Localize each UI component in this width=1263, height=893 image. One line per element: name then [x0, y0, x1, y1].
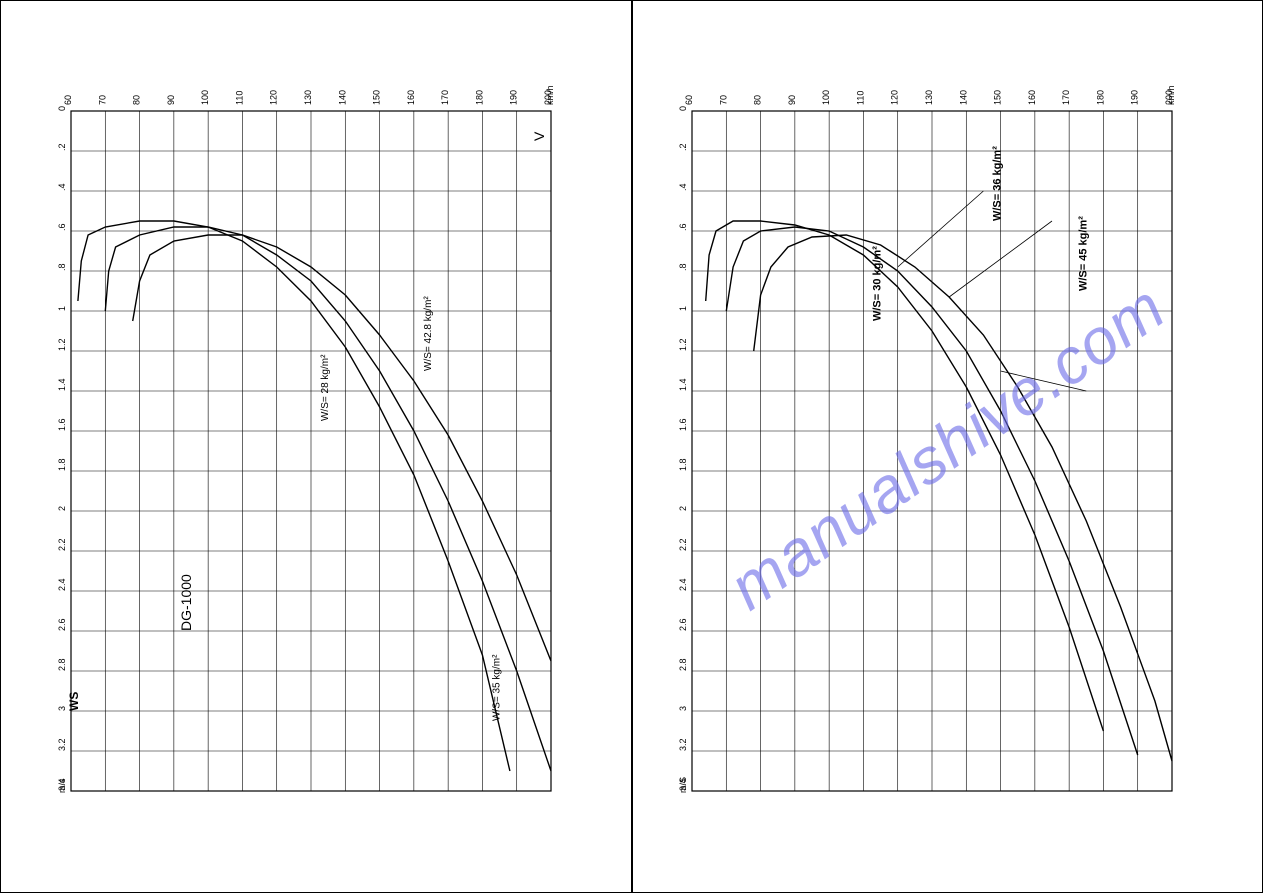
svg-text:W/S= 28 kg/m²: W/S= 28 kg/m²	[320, 354, 331, 421]
svg-text:90: 90	[166, 95, 176, 105]
svg-text:W/S= 30 kg/m²: W/S= 30 kg/m²	[871, 246, 883, 321]
svg-text:2.8: 2.8	[57, 658, 67, 671]
svg-text:.4: .4	[57, 183, 67, 191]
svg-text:3.2: 3.2	[57, 738, 67, 751]
svg-text:180: 180	[474, 90, 484, 105]
svg-text:2.2: 2.2	[57, 538, 67, 551]
svg-text:m/S: m/S	[678, 777, 688, 793]
svg-text:140: 140	[958, 90, 968, 105]
svg-text:1.4: 1.4	[678, 378, 688, 391]
svg-text:120: 120	[269, 90, 279, 105]
svg-text:60: 60	[63, 95, 73, 105]
svg-text:3: 3	[678, 706, 688, 711]
svg-text:3.2: 3.2	[678, 738, 688, 751]
svg-text:170: 170	[1061, 90, 1071, 105]
svg-text:60: 60	[684, 95, 694, 105]
svg-text:km/h: km/h	[1166, 85, 1176, 105]
svg-text:W/S= 36 kg/m²: W/S= 36 kg/m²	[991, 146, 1003, 221]
svg-text:180: 180	[1095, 90, 1105, 105]
svg-text:80: 80	[752, 95, 762, 105]
svg-text:130: 130	[303, 90, 313, 105]
svg-text:1.4: 1.4	[57, 378, 67, 391]
chart-right: 60 70 80 90 100 110 120 130 140 150 160 170 180 190 2 0…	[633, 1, 1263, 892]
svg-text:V: V	[531, 131, 547, 141]
svg-text:1.6: 1.6	[678, 418, 688, 431]
svg-text:DG-1000: DG-1000	[178, 574, 194, 631]
svg-text:1.8: 1.8	[57, 458, 67, 471]
svg-text:2.2: 2.2	[678, 538, 688, 551]
left-page: 60 70 80 90 100 110 120 130 140 150 160 170 180 190 2 0…	[0, 0, 632, 893]
svg-text:70: 70	[97, 95, 107, 105]
svg-text:m/s: m/s	[57, 778, 67, 793]
svg-text:2: 2	[57, 506, 67, 511]
svg-text:1: 1	[678, 306, 688, 311]
svg-text:.6: .6	[678, 223, 688, 231]
svg-text:2.4: 2.4	[57, 578, 67, 591]
svg-text:70: 70	[718, 95, 728, 105]
svg-text:110: 110	[234, 91, 244, 105]
svg-text:120: 120	[889, 90, 899, 105]
svg-text:2.6: 2.6	[57, 618, 67, 631]
svg-text:190: 190	[509, 90, 519, 105]
svg-text:160: 160	[1026, 90, 1036, 105]
svg-text:1.6: 1.6	[57, 418, 67, 431]
svg-text:140: 140	[337, 90, 347, 105]
svg-text:.2: .2	[678, 143, 688, 151]
svg-text:80: 80	[132, 95, 142, 105]
svg-text:100: 100	[821, 90, 831, 105]
svg-text:0: 0	[678, 106, 688, 111]
page-container: 6070809010011012013014015016017018019020…	[0, 0, 1263, 893]
svg-text:.8: .8	[678, 263, 688, 271]
svg-text:150: 150	[992, 90, 1002, 105]
svg-text:.6: .6	[57, 223, 67, 231]
svg-text:130: 130	[924, 90, 934, 105]
svg-text:160: 160	[406, 90, 416, 105]
svg-text:1: 1	[57, 306, 67, 311]
svg-text:2.8: 2.8	[678, 658, 688, 671]
svg-text:W/S= 35 kg/m²: W/S= 35 kg/m²	[492, 654, 503, 721]
svg-text:WS: WS	[67, 692, 81, 711]
svg-text:1.2: 1.2	[57, 338, 67, 351]
svg-text:1.2: 1.2	[678, 338, 688, 351]
svg-text:km/h: km/h	[545, 85, 555, 105]
svg-text:.8: .8	[57, 263, 67, 271]
svg-text:1.8: 1.8	[678, 458, 688, 471]
svg-text:W/S= 42.8 kg/m²: W/S= 42.8 kg/m²	[423, 296, 434, 371]
svg-text:190: 190	[1129, 90, 1139, 105]
svg-text:170: 170	[440, 90, 450, 105]
svg-text:.4: .4	[678, 183, 688, 191]
svg-text:2.6: 2.6	[678, 618, 688, 631]
svg-text:W/S= 45 kg/m²: W/S= 45 kg/m²	[1077, 216, 1089, 291]
chart-left: 60 70 80 90 100 110 120 130 140 150 160 170 180 190 2 0…	[1, 1, 632, 892]
svg-text:100: 100	[200, 90, 210, 105]
svg-text:2: 2	[678, 506, 688, 511]
svg-text:90: 90	[786, 95, 796, 105]
svg-text:.2: .2	[57, 143, 67, 151]
svg-text:3: 3	[57, 706, 67, 711]
svg-text:0: 0	[57, 106, 67, 111]
svg-text:2.4: 2.4	[678, 578, 688, 591]
svg-text:150: 150	[372, 90, 382, 105]
svg-text:110: 110	[855, 91, 865, 105]
right-page: 60 70 80 90 100 110 120 130 140 150 160 170 180 190 2 0…	[632, 0, 1263, 893]
